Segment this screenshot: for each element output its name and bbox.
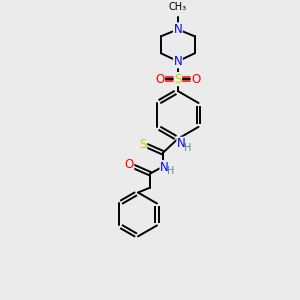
Text: S: S [174,73,182,85]
Text: O: O [191,73,200,85]
Text: N: N [173,55,182,68]
Text: O: O [155,73,165,85]
Text: CH₃: CH₃ [169,2,187,13]
Text: N: N [177,137,186,150]
Text: S: S [139,138,147,151]
Text: O: O [124,158,134,171]
Text: N: N [160,161,169,174]
Text: H: H [167,166,174,176]
Text: N: N [173,23,182,36]
Text: H: H [184,143,191,153]
